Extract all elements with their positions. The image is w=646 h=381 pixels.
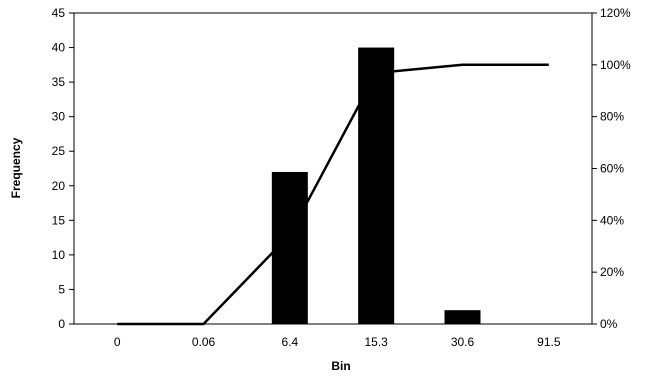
left-tick-label: 30 [52,110,66,124]
right-axis: 0% 20% 40% 60% 80% 100% 120% [592,6,631,331]
x-axis: 0 0.06 6.4 15.3 30.6 91.5 [114,335,561,349]
right-tick-label: 20% [600,265,624,279]
cumulative-line [117,63,549,326]
left-tick-label: 20 [52,179,66,193]
left-axis: 0 5 10 15 20 25 30 35 40 45 [52,6,74,331]
left-tick-label: 15 [52,213,66,227]
left-tick-label: 10 [52,248,66,262]
right-tick-label: 60% [600,162,624,176]
x-tick-label: 30.6 [451,335,475,349]
left-tick-label: 35 [52,75,66,89]
x-tick-label: 6.4 [281,335,298,349]
right-tick-label: 0% [600,317,618,331]
right-tick-label: 100% [600,58,631,72]
x-axis-title: Bin [331,359,350,373]
left-tick-label: 40 [52,41,66,55]
x-tick-label: 0 [114,335,121,349]
plot-frame [73,12,593,325]
x-tick-label: 0.06 [192,335,216,349]
bar [358,47,395,325]
right-tick-label: 40% [600,213,624,227]
x-tick-label: 91.5 [537,335,561,349]
bar-series [271,47,481,325]
left-tick-label: 5 [58,282,65,296]
left-tick-label: 0 [58,317,65,331]
bar [444,310,481,324]
y-axis-title: Frequency [9,137,23,198]
right-tick-label: 120% [600,6,631,20]
x-tick-label: 15.3 [364,335,388,349]
right-tick-label: 80% [600,110,624,124]
left-tick-label: 45 [52,6,66,20]
left-tick-label: 25 [52,144,66,158]
